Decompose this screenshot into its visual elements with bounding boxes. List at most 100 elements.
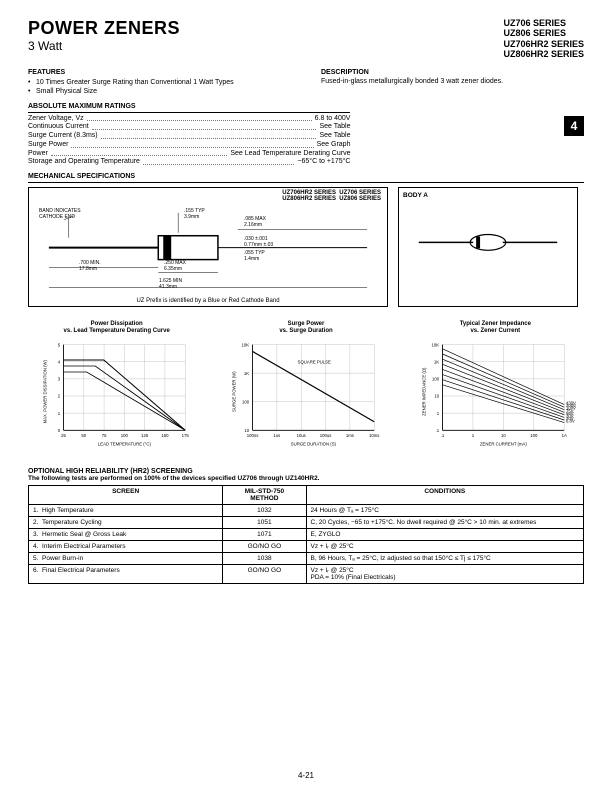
svg-text:100: 100 xyxy=(530,433,538,438)
chart-title: Surge Power vs. Surge Duration xyxy=(217,321,394,334)
svg-text:1A: 1A xyxy=(561,433,566,438)
subtitle: 3 Watt xyxy=(28,39,180,53)
cell-method: 1032 xyxy=(223,505,306,517)
cell-conditions: E, ZYGLO xyxy=(306,529,584,541)
screening-table: SCREEN MIL-STD-750 METHOD CONDITIONS 1. … xyxy=(28,485,584,584)
svg-text:.1: .1 xyxy=(435,428,439,433)
title-block: POWER ZENERS 3 Watt xyxy=(28,18,180,59)
cell-screen: 2. Temperature Cycling xyxy=(29,517,223,529)
cell-method: 1038 xyxy=(223,553,306,565)
dots xyxy=(101,132,317,139)
cell-method: 1051 xyxy=(223,517,306,529)
svg-text:1: 1 xyxy=(58,411,61,416)
svg-text:LEAD TEMPERATURE (°C): LEAD TEMPERATURE (°C) xyxy=(98,442,152,447)
svg-text:SURGE DURATION (S): SURGE DURATION (S) xyxy=(291,442,337,447)
page-number: 4-21 xyxy=(0,771,612,780)
cell-screen: 4. Interim Electrical Parameters xyxy=(29,541,223,553)
table-row: 1. High Temperature103224 Hours @ Tₐ = 1… xyxy=(29,505,584,517)
svg-text:10ms: 10ms xyxy=(369,433,379,438)
svg-text:ZENER IMPEDANCE (Ω): ZENER IMPEDANCE (Ω) xyxy=(421,367,426,416)
ratings-label: Storage and Operating Temperature xyxy=(28,158,140,167)
dim-label: .700 MIN. 17.8mm xyxy=(79,260,101,272)
feature-item: 10 Times Greater Surge Rating than Conve… xyxy=(28,78,291,87)
impedance-chart: Typical Zener Impedance vs. Zener Curren… xyxy=(407,321,584,458)
svg-text:6.8V: 6.8V xyxy=(566,419,575,424)
svg-text:10: 10 xyxy=(245,428,250,433)
derating-chart: Power Dissipation vs. Lead Temperature D… xyxy=(28,321,205,458)
cell-method: 1071 xyxy=(223,529,306,541)
ratings-line: Zener Voltage, Vz6.8 to 400V xyxy=(28,115,350,124)
description: DESCRIPTION Fused-in-glass metallurgical… xyxy=(321,69,584,96)
svg-text:1: 1 xyxy=(471,433,474,438)
ratings-line: Continuous Current See Table xyxy=(28,123,350,132)
cell-conditions: B, 96 Hours, Tₐ = 25°C, Iz adjusted so t… xyxy=(306,553,584,565)
svg-text:1us: 1us xyxy=(274,433,281,438)
diode-drawing xyxy=(29,188,387,307)
main-title: POWER ZENERS xyxy=(28,18,180,39)
dim-label: 1.625 MIN 41.3mm xyxy=(159,278,182,290)
svg-text:0: 0 xyxy=(58,428,61,433)
cell-conditions: Vz + Iᵣ @ 25°C PDA = 10% (Final Electric… xyxy=(306,565,584,584)
ratings-label: Continuous Current xyxy=(28,123,89,132)
ratings-label: Surge Current (8.3ms) xyxy=(28,132,98,141)
svg-text:SQUARE PULSE: SQUARE PULSE xyxy=(298,360,331,365)
table-row: 6. Final Electrical ParametersGO/NO GOVz… xyxy=(29,565,584,584)
page-badge: 4 xyxy=(564,116,584,136)
svg-text:1K: 1K xyxy=(434,360,439,365)
screening-sub: The following tests are performed on 100… xyxy=(28,475,584,482)
cell-method: GO/NO GO xyxy=(223,565,306,584)
ratings-heading: ABSOLUTE MAXIMUM RATINGS xyxy=(28,103,350,110)
svg-text:1ms: 1ms xyxy=(346,433,354,438)
svg-text:2: 2 xyxy=(58,394,61,399)
divider xyxy=(28,182,584,183)
ratings-line: Surge Power See Graph xyxy=(28,141,350,150)
chart-title: Power Dissipation vs. Lead Temperature D… xyxy=(28,321,205,334)
features-description-row: FEATURES 10 Times Greater Surge Rating t… xyxy=(28,69,584,96)
svg-text:ZENER CURRENT (mA): ZENER CURRENT (mA) xyxy=(480,442,527,447)
svg-text:100ns: 100ns xyxy=(247,433,259,438)
cell-conditions: 24 Hours @ Tₐ = 175°C xyxy=(306,505,584,517)
svg-text:100: 100 xyxy=(242,400,250,405)
cell-screen: 6. Final Electrical Parameters xyxy=(29,565,223,584)
svg-text:25: 25 xyxy=(61,433,66,438)
series-item: UZ806HR2 SERIES xyxy=(503,49,584,59)
cell-conditions: C, 20 Cycles, −65 to +175°C. No dwell re… xyxy=(306,517,584,529)
dim-label: .155 TYP 3.9mm xyxy=(184,208,205,220)
cell-conditions: Vz + Iᵣ @ 25°C xyxy=(306,541,584,553)
table-row: 4. Interim Electrical ParametersGO/NO GO… xyxy=(29,541,584,553)
svg-text:175: 175 xyxy=(182,433,190,438)
cell-screen: 5. Power Burn-in xyxy=(29,553,223,565)
ratings-value: See Table xyxy=(319,123,350,132)
body-a-diagram: BODY A xyxy=(398,187,578,307)
cell-screen: 3. Hermetic Seal @ Gross Leak xyxy=(29,529,223,541)
dots xyxy=(51,150,228,157)
table-row: 2. Temperature Cycling1051C, 20 Cycles, … xyxy=(29,517,584,529)
chart-svg: 101001K10K100ns1us10us100us1ms10ms SQUAR… xyxy=(217,336,394,456)
charts-row: Power Dissipation vs. Lead Temperature D… xyxy=(28,321,584,458)
ratings-label: Surge Power xyxy=(28,141,68,150)
ratings-value: −65°C to +175°C xyxy=(297,158,350,167)
features-heading: FEATURES xyxy=(28,69,291,76)
svg-text:100: 100 xyxy=(432,377,440,382)
ratings-value: See Graph xyxy=(317,141,351,150)
svg-text:100: 100 xyxy=(121,433,129,438)
description-heading: DESCRIPTION xyxy=(321,69,584,76)
svg-text:3: 3 xyxy=(58,377,61,382)
ratings-section: ABSOLUTE MAXIMUM RATINGS Zener Voltage, … xyxy=(28,103,350,168)
ratings-value: See Lead Temperature Derating Curve xyxy=(230,150,350,159)
table-row: 3. Hermetic Seal @ Gross Leak1071E, ZYGL… xyxy=(29,529,584,541)
svg-text:1K: 1K xyxy=(244,371,249,376)
ratings-value: See Table xyxy=(319,132,350,141)
dots xyxy=(143,158,294,165)
svg-text:10: 10 xyxy=(501,433,506,438)
col-conditions: CONDITIONS xyxy=(306,486,584,505)
cell-method: GO/NO GO xyxy=(223,541,306,553)
feature-item: Small Physical Size xyxy=(28,87,291,96)
series-list: UZ706 SERIES UZ806 SERIES UZ706HR2 SERIE… xyxy=(503,18,584,59)
dots xyxy=(87,115,312,122)
svg-text:4: 4 xyxy=(58,360,61,365)
svg-text:50: 50 xyxy=(81,433,86,438)
ratings-value: 6.8 to 400V xyxy=(315,115,351,124)
dim-label: .250 MAX 6.35mm xyxy=(164,260,186,272)
svg-text:10: 10 xyxy=(434,394,439,399)
